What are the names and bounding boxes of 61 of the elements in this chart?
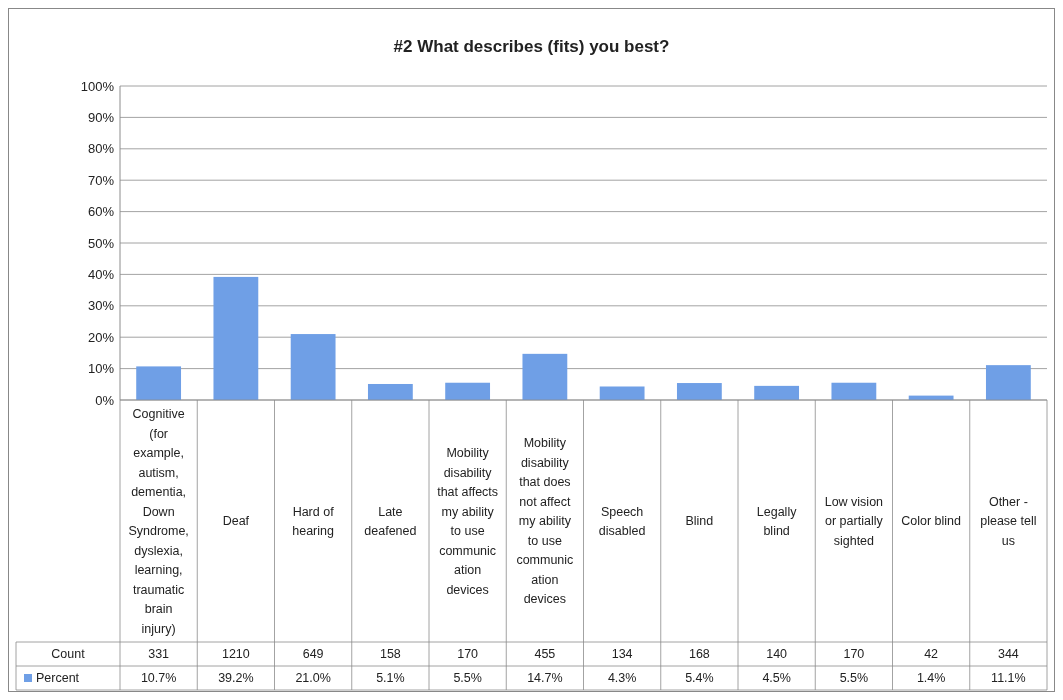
text: 14.7% — [527, 671, 563, 686]
bar — [367, 383, 413, 400]
y-tick-label: 70% — [87, 172, 115, 188]
text: Count — [51, 647, 86, 662]
text: 331 — [148, 647, 170, 662]
text: 344 — [997, 647, 1019, 662]
x-tick-label: Legally blind — [756, 504, 798, 539]
text: 168 — [688, 647, 710, 662]
text: 4.3% — [607, 671, 637, 686]
text: 1.4% — [916, 671, 946, 686]
bar — [599, 386, 645, 400]
x-tick-label: Color blind — [901, 514, 962, 529]
text: 1210 — [221, 647, 250, 662]
x-tick-label: Speech disabled — [598, 504, 646, 539]
text: 11.1% — [991, 671, 1026, 686]
y-tick-label: 30% — [87, 298, 115, 314]
text: 649 — [302, 647, 324, 662]
y-tick-label: 10% — [87, 361, 115, 377]
x-tick-label: Late deafened — [364, 504, 417, 539]
x-tick-label: Blind — [685, 514, 714, 529]
y-tick-label: 90% — [87, 109, 115, 125]
y-tick-label: 100% — [80, 78, 115, 94]
bar — [522, 353, 568, 400]
y-tick-label: 80% — [87, 141, 115, 157]
text: 4.5% — [762, 671, 791, 686]
text: 21.0% — [295, 671, 331, 686]
legend-label: Percent — [36, 671, 80, 686]
bar — [136, 366, 182, 400]
bar — [676, 383, 722, 400]
x-tick-label: Hard of hearing — [292, 504, 335, 539]
bar — [985, 365, 1031, 400]
text: 455 — [534, 647, 556, 662]
bar — [754, 385, 800, 400]
y-tick-label: 60% — [87, 204, 115, 220]
y-tick-label: 40% — [87, 266, 115, 282]
bar — [831, 382, 877, 400]
bar — [290, 334, 336, 400]
text: 39.2% — [218, 671, 254, 686]
text: 5.1% — [376, 671, 405, 686]
x-tick-label: Low vision or partially sighted — [824, 494, 884, 548]
text: 170 — [457, 647, 479, 662]
y-tick-label: 50% — [87, 235, 115, 251]
text: 170 — [843, 647, 865, 662]
text: 5.5% — [453, 671, 482, 686]
text: 158 — [379, 647, 401, 662]
text: 5.5% — [839, 671, 869, 686]
x-tick-label: Mobility disability that affects my ability to use communication devices — [437, 446, 499, 597]
text: 140 — [766, 647, 788, 662]
y-tick-label: 0% — [95, 392, 115, 408]
bar — [445, 382, 491, 400]
category-label: Cognitive (for example, autism, dementia, Down Syndrome, dyslexia, learning, traumatic brain injury) — [128, 407, 189, 636]
text: 5.4% — [685, 671, 714, 686]
text: 134 — [611, 647, 633, 662]
text: 42 — [924, 647, 939, 662]
category-label: Mobility disability that does not affect my ability to use communication devices — [516, 436, 574, 607]
x-tick-label: Deaf — [222, 514, 250, 529]
text: 10.7% — [140, 671, 177, 686]
bar — [213, 276, 259, 400]
chart-title: #2 What describes (fits) you best? — [393, 37, 670, 56]
x-tick-label: Other - please tell us — [980, 494, 1037, 548]
y-tick-label: 20% — [87, 329, 115, 345]
